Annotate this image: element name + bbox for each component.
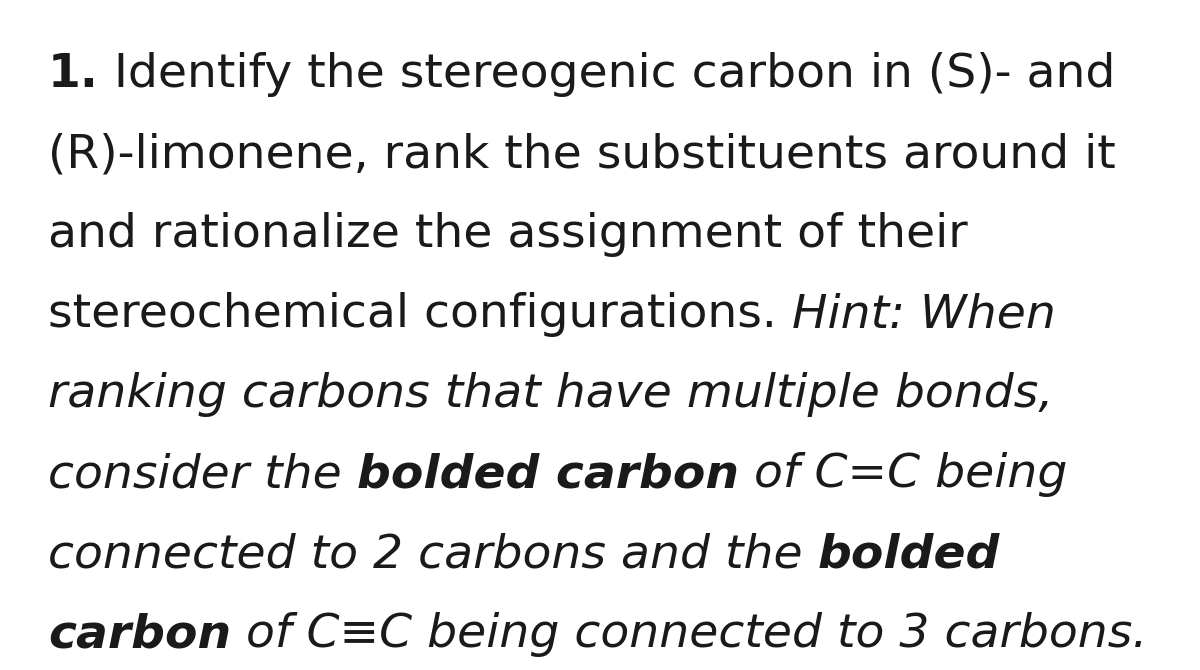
Text: connected to 2 carbons and the: connected to 2 carbons and the [48, 532, 817, 577]
Text: Identify the stereogenic carbon in (S)- and: Identify the stereogenic carbon in (S)- … [98, 52, 1115, 97]
Text: of C≡C being connected to 3 carbons.: of C≡C being connected to 3 carbons. [232, 612, 1147, 657]
Text: bolded carbon: bolded carbon [356, 452, 739, 497]
Text: 1.: 1. [48, 52, 98, 97]
Text: (R)-limonene, rank the substituents around it: (R)-limonene, rank the substituents arou… [48, 132, 1116, 177]
Text: Hint: When: Hint: When [792, 292, 1056, 337]
Text: stereochemical configurations.: stereochemical configurations. [48, 292, 792, 337]
Text: consider the: consider the [48, 452, 356, 497]
Text: bolded: bolded [817, 532, 1000, 577]
Text: and rationalize the assignment of their: and rationalize the assignment of their [48, 212, 967, 257]
Text: carbon: carbon [48, 612, 232, 657]
Text: of C=C being: of C=C being [739, 452, 1067, 497]
Text: ranking carbons that have multiple bonds,: ranking carbons that have multiple bonds… [48, 372, 1054, 417]
